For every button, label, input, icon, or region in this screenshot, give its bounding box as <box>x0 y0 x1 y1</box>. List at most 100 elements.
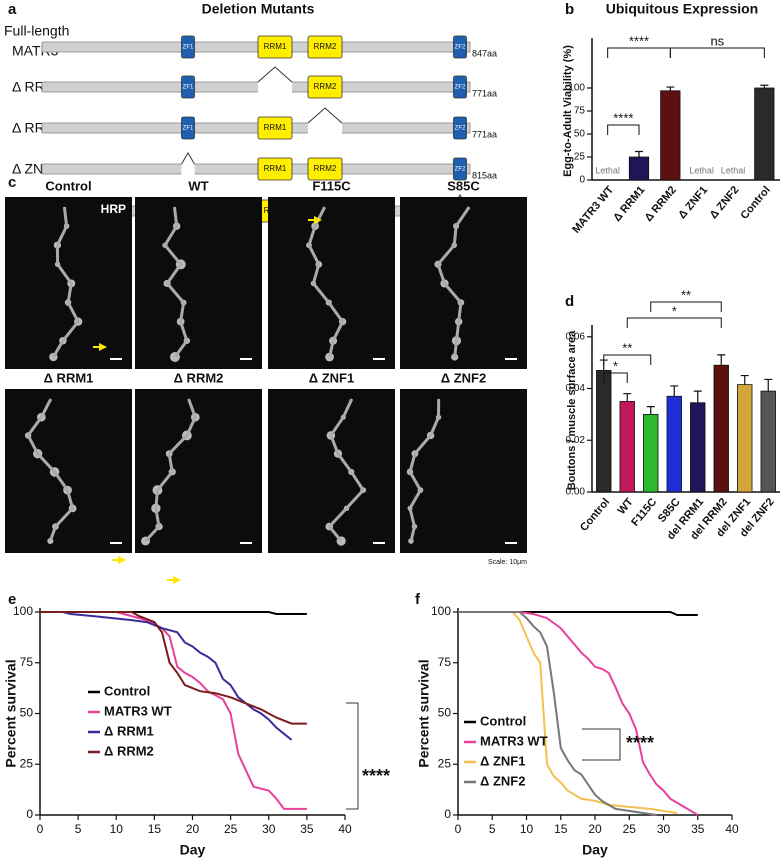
error-bar <box>635 150 643 157</box>
domain-box <box>453 157 467 181</box>
bar <box>643 413 659 493</box>
domain-box <box>307 75 343 99</box>
bar <box>754 87 775 181</box>
y-tick-label: 0 <box>26 807 33 821</box>
domain-box <box>453 116 467 140</box>
y-tick-label: 50 <box>574 129 586 140</box>
y-tick-label: 50 <box>20 706 34 720</box>
significance-label: **** <box>629 33 649 48</box>
x-tick-label: 25 <box>623 822 637 836</box>
x-tick-label: Δ RRM2 <box>643 184 679 224</box>
image-label: F115C <box>312 178 351 193</box>
protein-bar <box>41 41 471 53</box>
y-tick-label: 25 <box>438 756 452 770</box>
bar <box>690 402 706 493</box>
micrograph <box>400 389 527 553</box>
domain-label: RRM1 <box>264 123 287 132</box>
protein-bar <box>41 163 471 175</box>
domain-box <box>307 35 343 59</box>
domain-box <box>453 75 467 99</box>
legend-label: Control <box>104 683 150 698</box>
domain-label: RRM2 <box>314 42 337 51</box>
image-label: Δ ZNF1 <box>309 370 354 385</box>
survival-line <box>458 611 678 814</box>
legend-label: Δ ZNF2 <box>480 773 525 788</box>
value-label: Lethal <box>721 165 746 175</box>
x-axis-label: Day <box>582 842 608 858</box>
stain-label: HRP <box>101 202 126 216</box>
bar <box>666 395 682 493</box>
arrow <box>308 216 322 224</box>
x-tick-label: Δ RRM1 <box>611 184 647 224</box>
x-tick-label: 25 <box>224 822 238 836</box>
survival-line <box>40 611 307 615</box>
significance-bracket <box>603 372 628 383</box>
bouton <box>325 352 334 362</box>
bar <box>628 156 650 181</box>
x-tick-label: 5 <box>489 822 496 836</box>
image-label: Δ RRM1 <box>44 370 94 385</box>
y-tick-label: 0.00 <box>566 487 586 498</box>
x-tick-label: 30 <box>262 822 276 836</box>
chart-title: Ubiquitous Expression <box>606 1 758 17</box>
deletion-gap <box>258 81 292 93</box>
error-bar <box>717 354 726 366</box>
significance-bracket <box>650 301 722 312</box>
x-tick-label: F115C <box>629 496 659 529</box>
survival-line <box>458 611 698 616</box>
domain-box <box>181 116 195 140</box>
x-tick-label: 40 <box>725 822 739 836</box>
error-bar <box>764 378 773 392</box>
significance-bracket <box>582 728 621 761</box>
domain-box <box>453 35 467 59</box>
y-tick-label: 25 <box>574 152 586 163</box>
length-label: 847aa <box>472 48 497 58</box>
domain-box <box>257 116 293 140</box>
significance-label: ** <box>622 340 632 355</box>
error-bar <box>760 84 769 88</box>
domain-box <box>181 75 195 99</box>
legend-label: MATR3 WT <box>480 733 548 748</box>
significance-label: * <box>672 303 677 318</box>
domain-label: RRM1 <box>264 164 287 173</box>
arrow <box>112 556 126 564</box>
image-label: WT <box>188 178 208 193</box>
y-tick-label: 100 <box>431 604 451 618</box>
significance-bracket <box>346 702 359 810</box>
survival-line <box>40 611 293 741</box>
domain-box <box>181 35 195 59</box>
neuron <box>26 398 75 542</box>
annotation: **** <box>626 733 654 753</box>
error-bar <box>666 86 675 91</box>
legend-label: Control <box>480 713 526 728</box>
micrograph <box>400 197 527 369</box>
bar <box>596 369 612 493</box>
bar <box>760 390 776 493</box>
x-tick-label: Δ ZNF2 <box>708 184 742 221</box>
value-label: Lethal <box>595 165 620 175</box>
domain-label: ZF2 <box>455 126 466 132</box>
y-tick-label: 75 <box>438 655 452 669</box>
arrow <box>93 343 107 351</box>
neuron <box>436 206 471 358</box>
deletion-notch <box>181 152 195 165</box>
protein-bar <box>41 122 471 134</box>
row-label: Full-length <box>4 23 69 39</box>
x-tick-label: Control <box>578 496 612 534</box>
panel-letter: d <box>565 293 574 310</box>
x-axis-label: Day <box>180 842 206 858</box>
y-tick-label: 75 <box>574 106 586 117</box>
panel-letter: f <box>415 591 421 608</box>
legend-label: Δ ZNF1 <box>480 753 525 768</box>
survival-line <box>40 611 307 810</box>
y-tick-label: 0 <box>579 175 585 186</box>
error-bar <box>646 406 655 415</box>
x-tick-label: Control <box>739 184 773 222</box>
y-tick-label: 25 <box>20 756 34 770</box>
domain-box <box>257 157 293 181</box>
panel-letter: b <box>565 1 574 18</box>
value-label: Lethal <box>689 165 714 175</box>
neuron <box>52 206 80 358</box>
significance-bracket <box>626 317 722 328</box>
